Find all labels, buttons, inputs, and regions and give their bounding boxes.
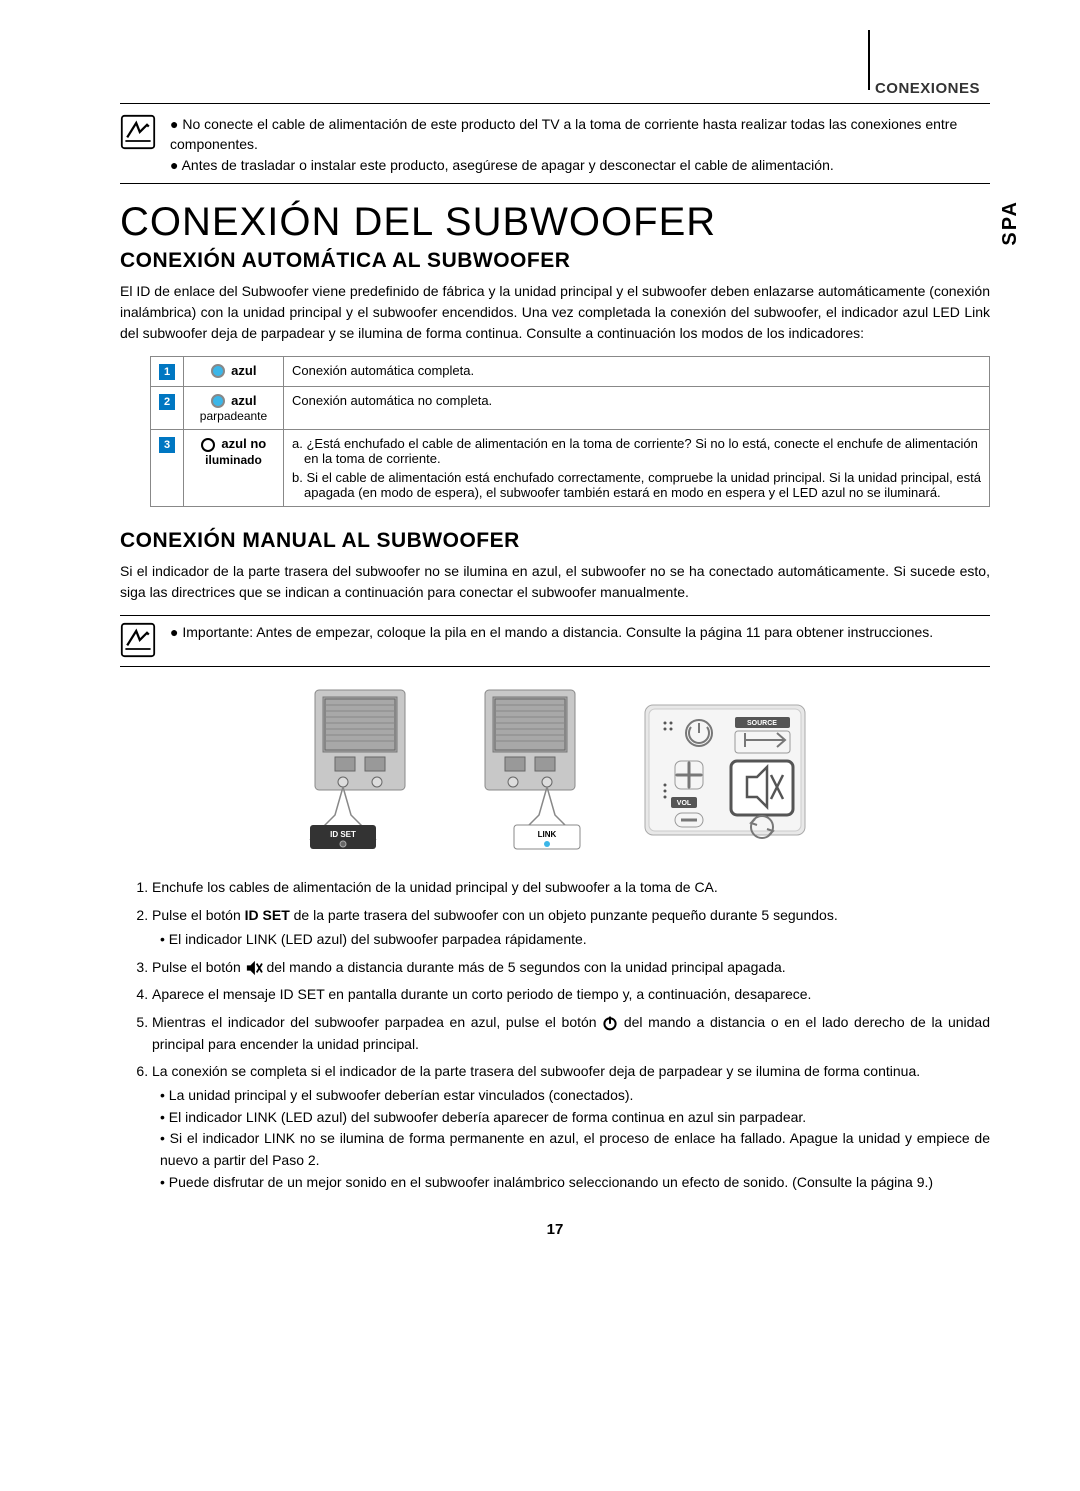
steps-list: Enchufe los cables de alimentación de la… (120, 877, 990, 1193)
led-state-cell: azul parpadeante (184, 386, 284, 430)
led-desc: Conexión automática no completa. (284, 386, 990, 430)
rule (120, 103, 990, 104)
row-number-badge: 1 (159, 364, 175, 380)
power-icon (602, 1015, 618, 1031)
row-number-badge: 2 (159, 394, 175, 410)
led-desc: Conexión automática completa. (284, 356, 990, 386)
section-label: CONEXIONES (120, 80, 990, 97)
header-divider (868, 30, 870, 90)
step-item: Mientras el indicador del subwoofer parp… (152, 1012, 990, 1055)
table-row: 2 azul parpadeante Conexión automática n… (151, 386, 990, 430)
led-state-cell: azul (184, 356, 284, 386)
note-item: Antes de trasladar o instalar este produ… (170, 155, 990, 175)
note-icon (120, 622, 156, 658)
sub-item: Si el indicador LINK no se ilumina de fo… (160, 1128, 990, 1171)
note-item: No conecte el cable de alimentación de e… (170, 114, 990, 155)
section-heading: CONEXIÓN AUTOMÁTICA AL SUBWOOFER (120, 249, 990, 273)
diagram-row: ID SET LINK (120, 685, 990, 855)
intro-text: El ID de enlace del Subwoofer viene pred… (120, 281, 990, 344)
sub-item: La unidad principal y el subwoofer deber… (160, 1085, 990, 1107)
led-state-cell: azul no iluminado (184, 430, 284, 507)
mute-icon (245, 960, 263, 976)
led-dot-icon (201, 438, 215, 452)
rule (120, 666, 990, 667)
sub-item: El indicador LINK (LED azul) del subwoof… (160, 929, 990, 951)
sub-item: El indicador LINK (LED azul) del subwoof… (160, 1107, 990, 1129)
subwoofer-link-diagram: LINK (465, 685, 595, 855)
svg-text:LINK: LINK (538, 830, 557, 839)
step-item: Enchufe los cables de alimentación de la… (152, 877, 990, 899)
svg-text:SOURCE: SOURCE (747, 720, 777, 727)
led-dot-icon (211, 364, 225, 378)
side-language-tab: SPA (999, 200, 1022, 246)
rule (120, 615, 990, 616)
note-list: Importante: Antes de empezar, coloque la… (170, 622, 990, 642)
note-block: Importante: Antes de empezar, coloque la… (120, 622, 990, 658)
svg-text:ID SET: ID SET (330, 830, 356, 839)
intro-text: Si el indicador de la parte trasera del … (120, 561, 990, 603)
table-row: 1 azul Conexión automática completa. (151, 356, 990, 386)
section-heading: CONEXIÓN MANUAL AL SUBWOOFER (120, 529, 990, 553)
note-icon (120, 114, 156, 150)
led-indicator-table: 1 azul Conexión automática completa. 2 a… (150, 356, 990, 508)
row-number-badge: 3 (159, 437, 175, 453)
note-list: No conecte el cable de alimentación de e… (170, 114, 990, 175)
table-row: 3 azul no iluminado a. ¿Está enchufado e… (151, 430, 990, 507)
step-item: Pulse el botón del mando a distancia dur… (152, 957, 990, 979)
step-item: Aparece el mensaje ID SET en pantalla du… (152, 984, 990, 1006)
sub-item: Puede disfrutar de un mejor sonido en el… (160, 1172, 990, 1194)
note-item: Importante: Antes de empezar, coloque la… (170, 622, 990, 642)
page-title: CONEXIÓN DEL SUBWOOFER (120, 200, 990, 245)
note-block: No conecte el cable de alimentación de e… (120, 114, 990, 175)
svg-text:VOL: VOL (677, 800, 692, 807)
page-number: 17 (120, 1221, 990, 1238)
rule (120, 183, 990, 184)
remote-diagram: SOURCE VOL (635, 685, 815, 855)
subwoofer-idset-diagram: ID SET (295, 685, 425, 855)
step-item: La conexión se completa si el indicador … (152, 1061, 990, 1193)
led-dot-icon (211, 394, 225, 408)
led-desc: a. ¿Está enchufado el cable de alimentac… (284, 430, 990, 507)
step-item: Pulse el botón ID SET de la parte traser… (152, 905, 990, 950)
